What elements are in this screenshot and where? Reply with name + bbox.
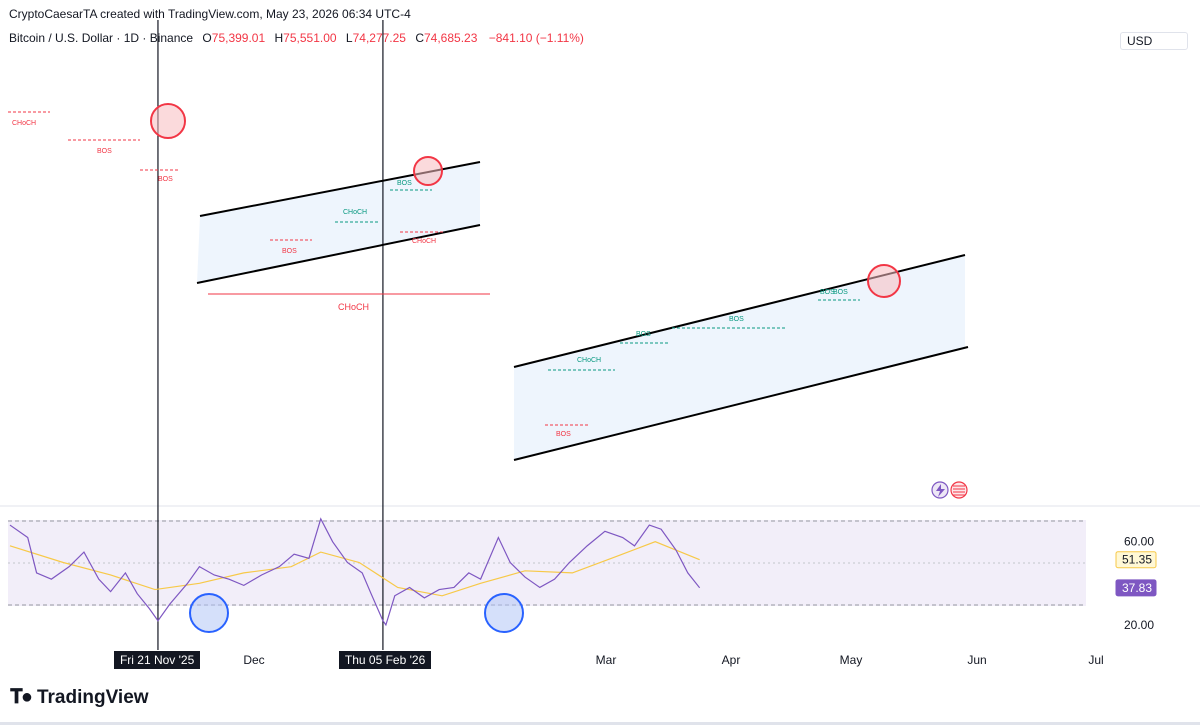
rsi-ma-line: [9, 541, 700, 597]
structure-label: BOS: [833, 289, 848, 296]
structure-label: BOS: [282, 248, 297, 255]
us-flag-icon: [950, 481, 968, 499]
time-axis-label: Dec: [243, 653, 264, 667]
time-axis-label: Apr: [722, 653, 741, 667]
close-label: C: [415, 31, 424, 45]
low-value: 74,277.25: [352, 31, 406, 45]
structure-label: BOS: [729, 316, 744, 323]
rsi-value-text: 51.35: [1122, 553, 1152, 567]
symbol-name[interactable]: Bitcoin / U.S. Dollar · 1D · Binance: [9, 31, 194, 45]
brand-name: TradingView: [36, 686, 149, 708]
date-marker-label: Fri 21 Nov '25: [113, 651, 201, 669]
structure-label: CHoCH: [338, 302, 369, 312]
rsi-line: [9, 517, 701, 627]
date-marker-label: Thu 05 Feb '26: [338, 651, 432, 669]
structure-label: BOS: [820, 289, 835, 296]
open-label: O: [202, 31, 212, 45]
rsi-value-badge: [1115, 551, 1157, 569]
channel-two-lower-line: [513, 346, 969, 461]
high-value: 75,551.00: [283, 31, 337, 45]
rsi-axis-label: 20.00: [1124, 618, 1154, 632]
rsi-axis-label: 60.00: [1124, 535, 1154, 549]
channel-one-lower-line: [196, 224, 481, 284]
structure-label: CHoCH: [412, 238, 436, 245]
time-axis-label: Jun: [967, 653, 986, 667]
structure-label: CHoCH: [577, 357, 601, 364]
close-value: 74,685.23: [424, 31, 478, 45]
bottom-divider: [0, 722, 1200, 725]
lightning-icon: [936, 484, 945, 497]
structure-label: CHoCH: [12, 120, 36, 127]
structure-label: BOS: [556, 431, 571, 438]
structure-label: BOS: [97, 148, 112, 155]
top-highlight-circle: [413, 156, 443, 186]
tradingview-logo-icon: 𝐓●: [10, 686, 33, 708]
time-axis-label: Jul: [1088, 653, 1103, 667]
rsi-value-badge: [1115, 579, 1157, 597]
time-axis-label: May: [840, 653, 863, 667]
high-label: H: [274, 31, 284, 45]
low-label: L: [345, 31, 353, 45]
rsi-value-text: 37.83: [1122, 581, 1152, 595]
rsi-low-highlight-circle: [189, 593, 229, 633]
tradingview-brand[interactable]: 𝐓● TradingView: [10, 686, 149, 709]
chart-credit: CryptoCaesarTA created with TradingView.…: [9, 7, 411, 21]
symbol-legend: Bitcoin / U.S. Dollar · 1D · Binance O75…: [9, 31, 584, 45]
structure-label: BOS: [397, 180, 412, 187]
structure-label: CHoCH: [343, 209, 367, 216]
price-change: −841.10 (−1.11%): [488, 31, 584, 45]
time-axis-label: Mar: [596, 653, 617, 667]
channel-one-fill: [197, 162, 480, 283]
top-highlight-circle: [867, 264, 901, 298]
open-value: 75,399.01: [211, 31, 266, 45]
channel-two-fill: [514, 255, 965, 460]
top-highlight-circle: [150, 103, 186, 139]
rsi-low-highlight-circle: [484, 593, 524, 633]
structure-label: BOS: [636, 331, 651, 338]
currency-selector[interactable]: USD: [1120, 32, 1188, 50]
rsi-band-background: [8, 520, 1086, 606]
structure-label: BOS: [158, 176, 173, 183]
